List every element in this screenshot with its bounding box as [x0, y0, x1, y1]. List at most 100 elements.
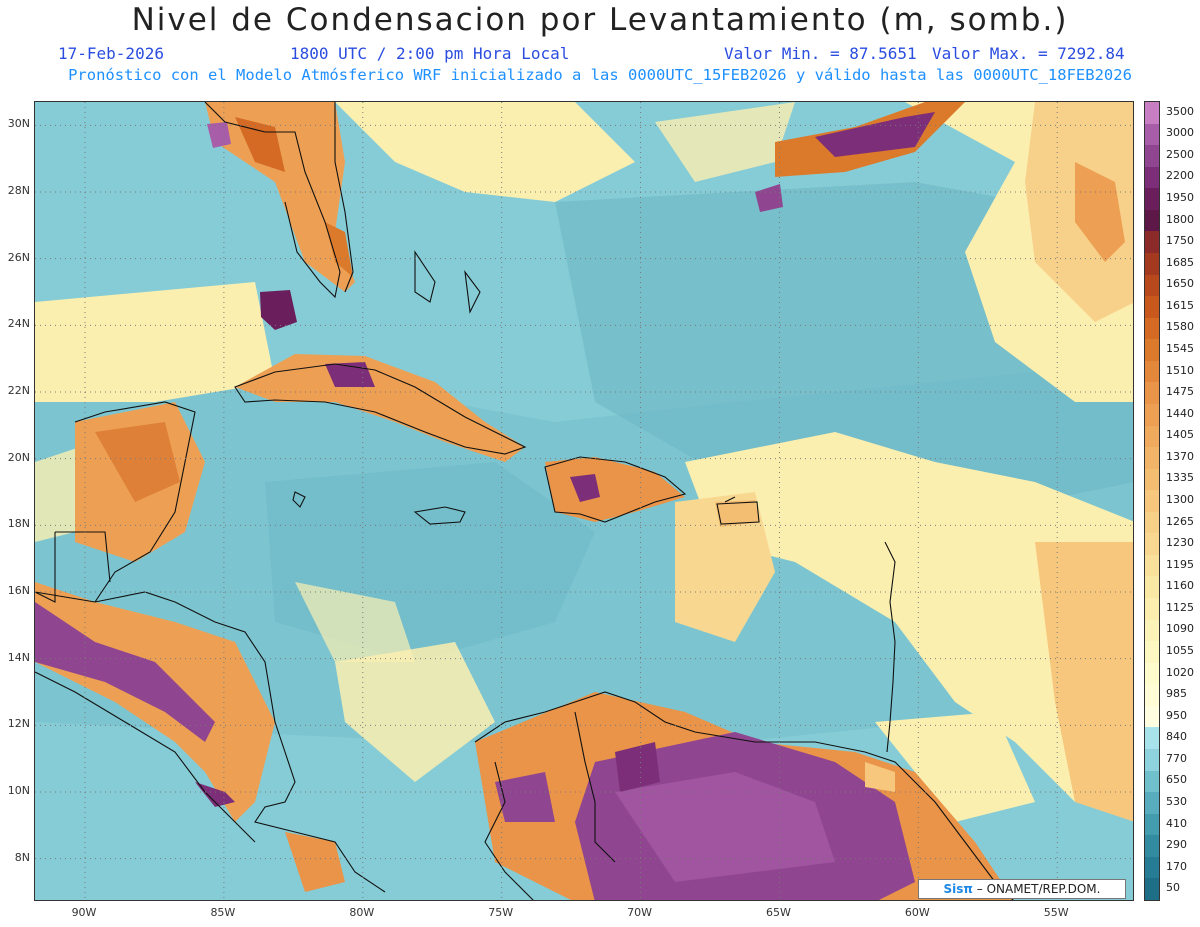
- colorbar-label: 1055: [1166, 643, 1194, 657]
- colorbar-label: 410: [1166, 816, 1187, 830]
- colorbar-swatch: [1145, 490, 1159, 513]
- colorbar-label: 985: [1166, 687, 1187, 701]
- lon-label: 70W: [627, 906, 652, 919]
- colorbar-label: 2500: [1166, 147, 1194, 161]
- colorbar-swatch: [1145, 749, 1159, 772]
- colorbar-label: 170: [1166, 859, 1187, 873]
- lon-label: 65W: [766, 906, 791, 919]
- map-title: Nivel de Condensacion por Levantamiento …: [131, 2, 1069, 38]
- forecast-date: 17-Feb-2026: [58, 44, 164, 63]
- lat-label: 20N: [7, 450, 30, 464]
- colorbar-swatch: [1145, 468, 1159, 491]
- lcl-field: [35, 102, 1133, 900]
- colorbar-swatch: [1145, 339, 1159, 362]
- credit-text: – ONAMET/REP.DOM.: [976, 882, 1101, 896]
- colorbar-label: 1510: [1166, 363, 1194, 377]
- colorbar-label: 1685: [1166, 255, 1194, 269]
- max-value: Valor Max. = 7292.84: [932, 44, 1125, 63]
- colorbar-swatch: [1145, 209, 1159, 232]
- colorbar-label: 530: [1166, 794, 1187, 808]
- lon-label: 85W: [210, 906, 236, 919]
- colorbar-swatch: [1145, 878, 1159, 901]
- graticule: [35, 102, 1133, 900]
- colorbar-swatch: [1145, 166, 1159, 189]
- colorbar-swatch: [1145, 813, 1159, 836]
- coastlines: [35, 102, 1014, 900]
- lon-label: 75W: [488, 906, 514, 919]
- colorbar-swatch: [1145, 511, 1159, 534]
- map-panel[interactable]: [34, 101, 1134, 901]
- lat-label: 22N: [7, 384, 30, 397]
- colorbar-label: 1370: [1166, 449, 1194, 463]
- colorbar-label: 1650: [1166, 277, 1194, 291]
- lat-label: 28N: [7, 184, 30, 197]
- colorbar-label: 770: [1166, 751, 1187, 765]
- colorbar-label: 1475: [1166, 385, 1194, 399]
- colorbar-swatch: [1145, 727, 1159, 750]
- colorbar-swatch: [1145, 123, 1159, 146]
- colorbar-swatch: [1145, 252, 1159, 276]
- colorbar-swatch: [1145, 425, 1159, 448]
- forecast-time: 1800 UTC / 2:00 pm Hora Local: [290, 44, 570, 63]
- colorbar-swatch: [1145, 360, 1159, 383]
- colorbar-label: 1090: [1166, 622, 1194, 636]
- lat-label: 12N: [7, 717, 30, 731]
- colorbar-label: 840: [1166, 730, 1187, 744]
- lat-label: 26N: [7, 250, 30, 264]
- colorbar-label: 1545: [1166, 342, 1194, 356]
- colorbar-label: 1160: [1166, 579, 1194, 593]
- colorbar-swatch: [1145, 382, 1159, 405]
- colorbar-label: 1195: [1166, 557, 1194, 571]
- colorbar-swatch: [1145, 231, 1159, 254]
- colorbar-swatch: [1145, 856, 1159, 879]
- colorbar-swatch: [1145, 684, 1159, 707]
- colorbar-swatch: [1145, 145, 1159, 168]
- colorbar-label: 1440: [1166, 406, 1194, 420]
- colorbar-swatch: [1145, 554, 1159, 577]
- colorbar-label: 3500: [1166, 104, 1194, 118]
- colorbar-swatch: [1145, 705, 1159, 728]
- colorbar-swatch: [1145, 533, 1159, 556]
- colorbar-label: 1125: [1166, 600, 1194, 614]
- colorbar-swatch: [1145, 576, 1159, 599]
- colorbar-label: 290: [1166, 838, 1187, 852]
- colorbar-label: 1950: [1166, 191, 1194, 205]
- colorbar-swatch: [1145, 619, 1159, 642]
- lon-label: 90W: [71, 906, 97, 919]
- colorbar-swatch: [1145, 641, 1159, 664]
- colorbar-swatch: [1145, 770, 1159, 793]
- colorbar-label: 1230: [1166, 536, 1194, 550]
- lon-label: 60W: [904, 906, 930, 919]
- colorbar-label: 1020: [1166, 665, 1194, 679]
- colorbar-label: 1300: [1166, 493, 1194, 506]
- colorbar-label: 1800: [1166, 212, 1194, 226]
- colorbar-label: 1265: [1166, 514, 1194, 528]
- colorbar-swatch: [1145, 792, 1159, 815]
- lat-label: 18N: [7, 517, 30, 531]
- lat-label: 30N: [7, 117, 30, 131]
- colorbar-label: 3000: [1166, 126, 1194, 140]
- lat-label: 8N: [14, 850, 30, 864]
- lon-label: 55W: [1043, 906, 1069, 919]
- lon-label: 80W: [349, 906, 375, 919]
- lat-label: 16N: [7, 584, 30, 597]
- colorbar-label: 650: [1166, 773, 1187, 787]
- lat-label: 10N: [7, 784, 30, 797]
- credit-badge: Sisπ – ONAMET/REP.DOM.: [918, 879, 1126, 899]
- colorbar-label: 950: [1166, 708, 1187, 722]
- colorbar-swatch: [1145, 274, 1159, 297]
- colorbar-label: 1580: [1166, 320, 1194, 334]
- lat-label: 14N: [7, 650, 30, 664]
- colorbar-label: 1335: [1166, 471, 1194, 485]
- colorbar-swatch: [1145, 102, 1159, 125]
- colorbar-label: 1615: [1166, 298, 1194, 312]
- lat-label: 24N: [7, 317, 30, 331]
- colorbar-label: 2200: [1166, 169, 1194, 183]
- colorbar-swatch: [1145, 662, 1159, 685]
- min-value: Valor Min. = 87.5651: [724, 44, 917, 63]
- colorbar-label: 50: [1166, 881, 1180, 895]
- map-canvas: [35, 102, 1133, 900]
- colorbar: [1144, 101, 1160, 901]
- colorbar-swatch: [1145, 447, 1159, 470]
- model-info: Pronóstico con el Modelo Atmósferico WRF…: [68, 66, 1132, 84]
